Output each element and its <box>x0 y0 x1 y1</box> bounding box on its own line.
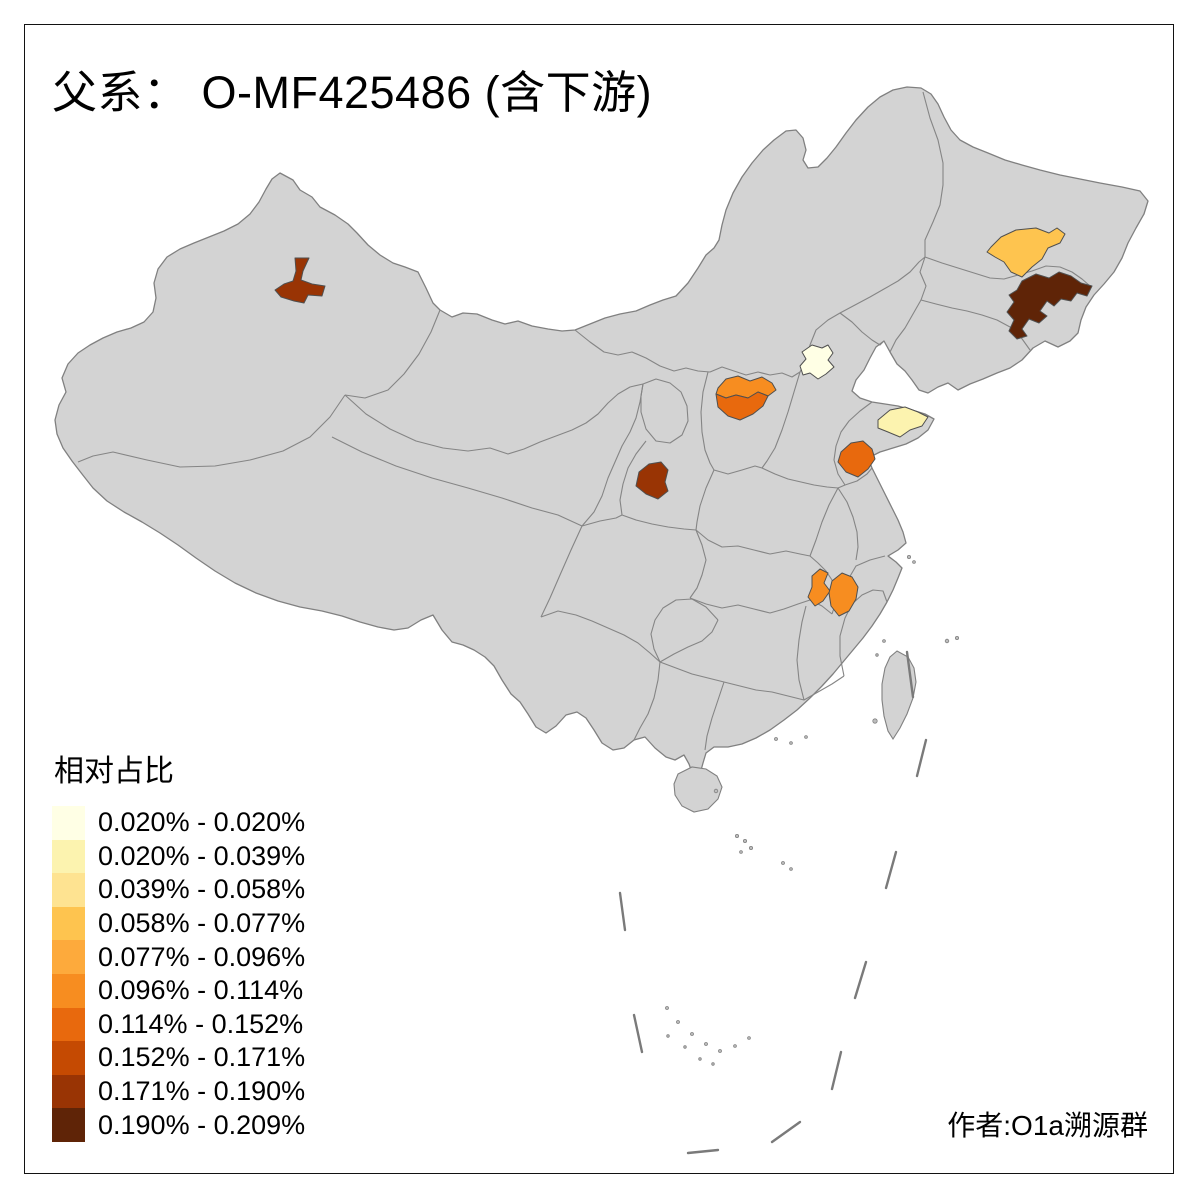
nine-dash-segment <box>632 1013 644 1054</box>
legend-item: 0.096% - 0.114% <box>52 973 305 1008</box>
nine-dash-line <box>618 650 928 1155</box>
legend-label: 0.058% - 0.077% <box>98 908 306 939</box>
legend-swatch <box>52 873 85 907</box>
region-beijing-area <box>799 344 835 380</box>
legend-label: 0.152% - 0.171% <box>98 1042 306 1073</box>
legend-label: 0.114% - 0.152% <box>98 1008 304 1039</box>
highlighted-regions <box>274 227 1093 617</box>
legend-item: 0.152% - 0.171% <box>52 1041 305 1075</box>
legend-swatch <box>52 940 85 974</box>
legend-swatch <box>52 1074 85 1109</box>
legend-item: 0.171% - 0.190% <box>52 1074 306 1109</box>
author-credit: 作者:O1a溯源群 <box>947 1110 1148 1141</box>
nine-dash-segment <box>905 650 915 699</box>
region-yangtze-east <box>828 572 859 617</box>
legend-label: 0.077% - 0.096% <box>98 941 306 972</box>
legend-title: 相对占比 <box>54 755 174 788</box>
hainan-island <box>673 766 723 813</box>
legend-swatch <box>52 839 85 874</box>
nine-dash-segment <box>770 1120 802 1144</box>
legend-item: 0.114% - 0.152% <box>52 1007 305 1042</box>
legend-item: 0.020% - 0.020% <box>52 806 305 840</box>
legend-label: 0.020% - 0.039% <box>98 840 306 871</box>
legend-swatch <box>52 1108 85 1142</box>
legend-swatch <box>52 906 85 941</box>
region-yangtze-west <box>807 568 831 607</box>
taiwan-island <box>881 650 917 741</box>
region-central-shandong <box>837 440 876 478</box>
legend-item: 0.190% - 0.209% <box>52 1108 305 1142</box>
region-shandong-peninsula <box>877 406 929 438</box>
nine-dash-segment <box>915 738 928 778</box>
region-harbin-area <box>986 227 1066 278</box>
legend-label: 0.039% - 0.058% <box>98 874 306 905</box>
legend-item: 0.058% - 0.077% <box>52 906 306 941</box>
legend-label: 0.171% - 0.190% <box>98 1076 306 1107</box>
legend-item: 0.039% - 0.058% <box>52 873 305 907</box>
nine-dash-segment <box>884 850 898 890</box>
region-north-xinjiang <box>274 257 326 304</box>
legend-label: 0.020% - 0.020% <box>98 807 306 838</box>
map-title: 父系： O-MF425486 (含下游) <box>52 67 653 118</box>
nine-dash-segment <box>686 1148 720 1155</box>
legend-swatch <box>52 973 85 1008</box>
nine-dash-segment <box>618 891 627 932</box>
small-island-dots <box>665 555 960 1066</box>
legend: 相对占比 0.020% - 0.020% 0.020% - 0.039% 0.0… <box>52 746 305 1142</box>
legend-swatch <box>52 1007 85 1042</box>
legend-item: 0.077% - 0.096% <box>52 940 305 974</box>
legend-label: 0.190% - 0.209% <box>98 1109 306 1140</box>
nine-dash-segment <box>830 1050 843 1091</box>
legend-rows: 0.020% - 0.020% 0.020% - 0.039% 0.039% -… <box>52 806 305 1142</box>
region-east-jilin <box>1006 271 1093 340</box>
region-shanxi-south <box>715 391 769 421</box>
legend-swatch <box>52 1041 85 1075</box>
legend-label: 0.096% - 0.114% <box>98 975 304 1006</box>
nine-dash-segment <box>853 960 868 1000</box>
legend-item: 0.020% - 0.039% <box>52 839 306 874</box>
region-guanzhong <box>635 461 669 500</box>
china-mainland <box>54 86 1149 776</box>
legend-swatch <box>52 806 85 840</box>
